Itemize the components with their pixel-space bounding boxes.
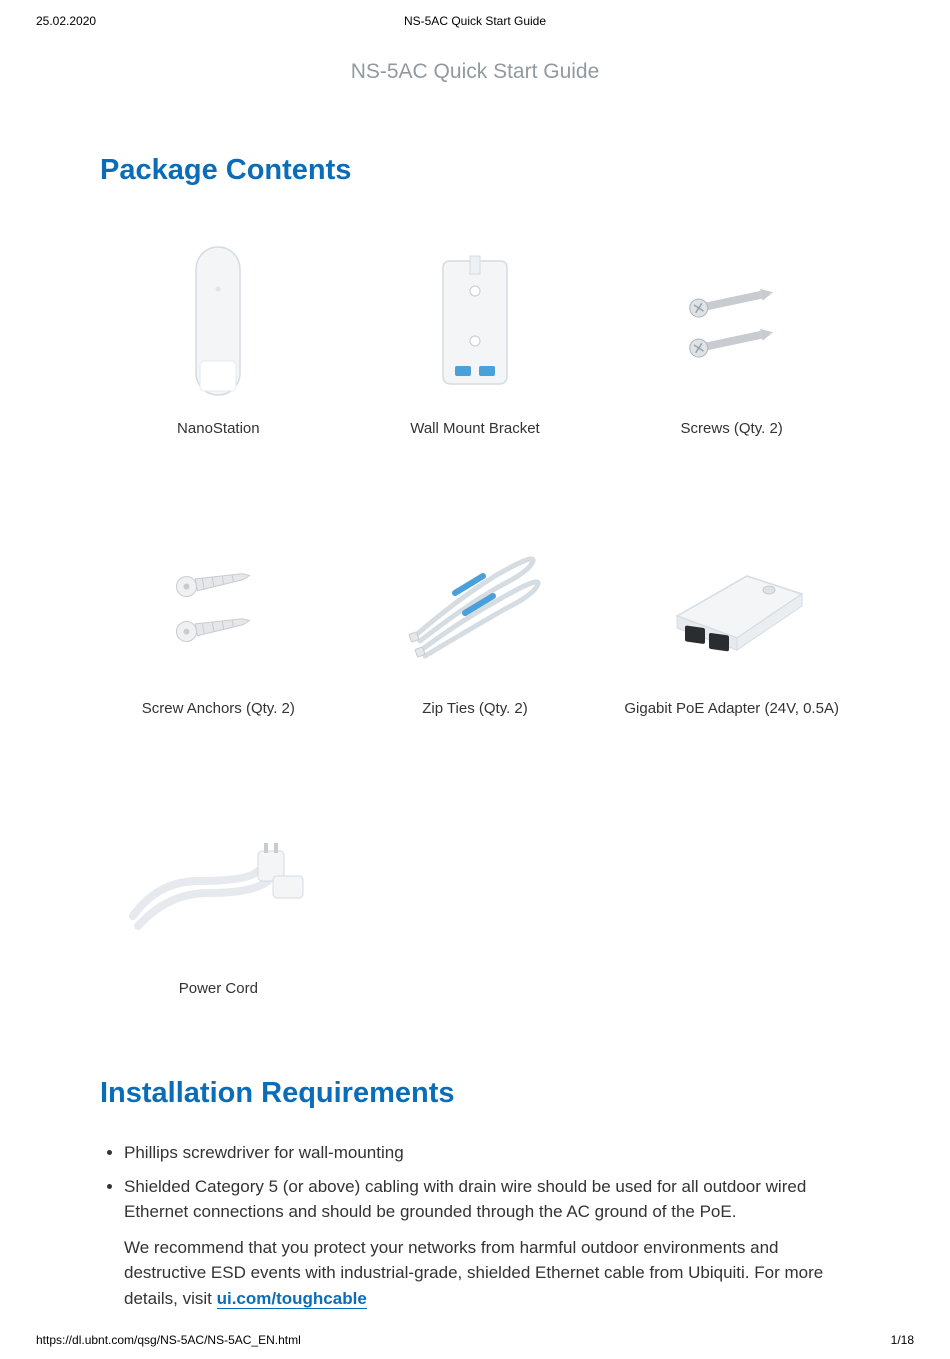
package-item-label: Gigabit PoE Adapter (24V, 0.5A)	[624, 700, 839, 717]
requirement-item: Phillips screwdriver for wall-mounting	[124, 1140, 850, 1166]
nanostation-icon	[178, 236, 258, 406]
package-item-label: Power Cord	[179, 980, 258, 997]
bracket-icon	[425, 236, 525, 406]
package-item-zipties: Zip Ties (Qty. 2)	[357, 497, 594, 717]
requirements-list: Phillips screwdriver for wall-mounting S…	[100, 1140, 850, 1311]
package-item-bracket: Wall Mount Bracket	[357, 217, 594, 437]
footer-url: https://dl.ubnt.com/qsg/NS-5AC/NS-5AC_EN…	[36, 1333, 301, 1347]
package-item-label: NanoStation	[177, 420, 260, 437]
zipties-icon	[395, 516, 555, 686]
requirement-item: Shielded Category 5 (or above) cabling w…	[124, 1174, 850, 1312]
print-header: 25.02.2020 NS-5AC Quick Start Guide	[0, 0, 950, 32]
requirement-text: Shielded Category 5 (or above) cabling w…	[124, 1177, 806, 1222]
package-contents-heading: Package Contents	[100, 154, 850, 187]
package-contents-grid: NanoStation Wall Mount Bracket	[100, 217, 850, 997]
footer-page-number: 1/18	[891, 1333, 914, 1347]
package-item-cord: Power Cord	[100, 777, 337, 997]
screws-icon	[672, 236, 792, 406]
installation-requirements-heading: Installation Requirements	[100, 1077, 850, 1110]
power-cord-icon	[118, 796, 318, 966]
print-footer: https://dl.ubnt.com/qsg/NS-5AC/NS-5AC_EN…	[36, 1333, 914, 1347]
poe-adapter-icon	[647, 516, 817, 686]
package-item-label: Screw Anchors (Qty. 2)	[142, 700, 295, 717]
package-item-label: Wall Mount Bracket	[410, 420, 540, 437]
document-title: NS-5AC Quick Start Guide	[0, 60, 950, 84]
package-item-screws: Screws (Qty. 2)	[613, 217, 850, 437]
package-item-label: Screws (Qty. 2)	[681, 420, 783, 437]
package-item-poe: Gigabit PoE Adapter (24V, 0.5A)	[613, 497, 850, 717]
package-item-nanostation: NanoStation	[100, 217, 337, 437]
package-item-anchors: Screw Anchors (Qty. 2)	[100, 497, 337, 717]
header-title-small: NS-5AC Quick Start Guide	[404, 14, 546, 28]
toughcable-link[interactable]: ui.com/toughcable	[217, 1289, 367, 1309]
header-date: 25.02.2020	[36, 14, 96, 28]
anchors-icon	[158, 516, 278, 686]
recommendation-paragraph: We recommend that you protect your netwo…	[124, 1235, 850, 1312]
package-item-label: Zip Ties (Qty. 2)	[422, 700, 528, 717]
